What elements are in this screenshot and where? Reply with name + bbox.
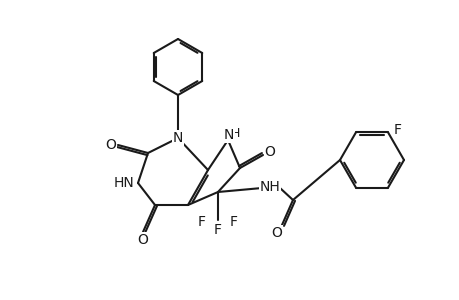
Text: HN: HN — [113, 176, 134, 190]
Text: O: O — [137, 233, 148, 247]
Text: N: N — [224, 128, 234, 142]
Text: NH: NH — [259, 180, 280, 194]
Text: F: F — [230, 215, 237, 229]
Text: O: O — [271, 226, 282, 240]
Text: H: H — [230, 127, 239, 140]
Text: N: N — [173, 131, 183, 145]
Text: F: F — [393, 123, 401, 137]
Text: F: F — [197, 215, 206, 229]
Text: F: F — [213, 223, 222, 237]
Text: O: O — [264, 145, 275, 159]
Text: O: O — [105, 138, 116, 152]
